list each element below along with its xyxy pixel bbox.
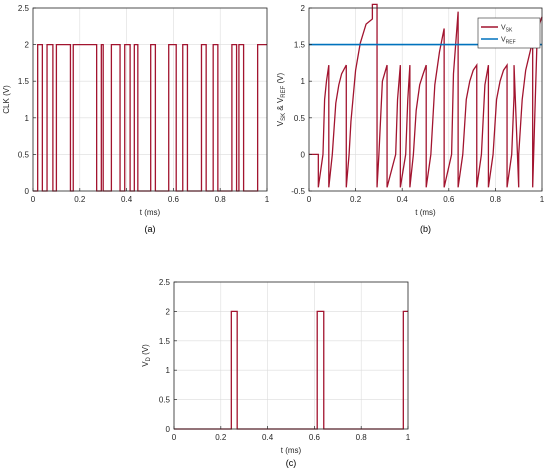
chart-caption: (a) bbox=[145, 224, 156, 234]
plot-area bbox=[33, 8, 267, 191]
x-axis-label: t (ms) bbox=[281, 446, 302, 455]
x-tick-label: 1 bbox=[406, 433, 411, 442]
legend: VSK VREF bbox=[477, 17, 541, 49]
x-tick-label: 0.6 bbox=[168, 195, 180, 204]
y-tick-label: 1 bbox=[166, 366, 171, 375]
x-tick-label: 0.6 bbox=[443, 195, 455, 204]
y-tick-label: 1 bbox=[25, 114, 30, 123]
axes-frame bbox=[32, 7, 268, 192]
x-tick-label: 0.6 bbox=[309, 433, 321, 442]
y-tick-label: 0 bbox=[301, 150, 306, 159]
y-tick-label: 0.5 bbox=[294, 114, 306, 123]
x-tick-label: 0 bbox=[307, 195, 312, 204]
chart-2: 0 0.2 0.4 0.6 0.8 1-0.500.511.52t (ms)VSK & V… bbox=[276, 3, 545, 234]
y-tick-label: 2 bbox=[301, 4, 306, 13]
y-tick-label: 1.5 bbox=[294, 41, 306, 50]
chart-caption: (b) bbox=[420, 224, 431, 234]
x-tick-label: 0 bbox=[172, 433, 177, 442]
y-tick-label: 0.5 bbox=[159, 396, 171, 405]
chart-1: 0 0.2 0.4 0.6 0.8 1 0 0.5 1 1.5 2 2.5 t (ms) CLK (V) (… bbox=[2, 4, 270, 234]
legend-box bbox=[477, 17, 541, 49]
x-tick-label: 0.2 bbox=[215, 433, 227, 442]
y-tick-label: 1.5 bbox=[159, 337, 171, 346]
x-axis-label: t (ms) bbox=[140, 208, 161, 217]
x-tick-label: 0 bbox=[31, 195, 36, 204]
plot-area bbox=[174, 282, 408, 429]
y-tick-label: -0.5 bbox=[291, 187, 305, 196]
y-tick-label: 2 bbox=[25, 41, 30, 50]
x-tick-label: 0.4 bbox=[121, 195, 133, 204]
axes-frame bbox=[173, 281, 409, 430]
series-line-1 bbox=[309, 3, 543, 188]
y-tick-label: 1 bbox=[301, 77, 306, 86]
legend-entry-1: VSK bbox=[501, 25, 513, 34]
x-tick-label: 1 bbox=[540, 195, 545, 204]
y-tick-label: 1.5 bbox=[18, 77, 30, 86]
y-tick-label: 2.5 bbox=[159, 278, 171, 287]
x-axis-label: t (ms) bbox=[415, 208, 436, 217]
y-tick-label: 2.5 bbox=[18, 4, 30, 13]
x-tick-label: 1 bbox=[265, 195, 270, 204]
y-axis-label: CLK (V) bbox=[2, 85, 11, 114]
legend-entry-2: VREF bbox=[501, 37, 516, 46]
y-axis-label: VD (V) bbox=[141, 344, 152, 367]
x-tick-label: 0.2 bbox=[350, 195, 362, 204]
x-tick-label: 0.8 bbox=[490, 195, 502, 204]
x-tick-label: 0.4 bbox=[262, 433, 274, 442]
y-tick-label: 2 bbox=[166, 307, 171, 316]
y-tick-label: 0.5 bbox=[18, 150, 30, 159]
axes-frame bbox=[308, 7, 543, 192]
chart-3: 0 0.2 0.4 0.6 0.8 1 0 0.5 1 1.5 2 2.5 t (ms) VD (V) (c… bbox=[141, 278, 411, 468]
y-tick-label: 0 bbox=[166, 425, 171, 434]
x-tick-label: 0.8 bbox=[215, 195, 227, 204]
x-tick-label: 0.4 bbox=[397, 195, 409, 204]
x-tick-label: 0.2 bbox=[74, 195, 86, 204]
x-tick-label: 0.8 bbox=[356, 433, 368, 442]
chart-caption: (c) bbox=[286, 458, 297, 468]
y-tick-label: 0 bbox=[25, 187, 30, 196]
y-axis-label: VSK & VREF (V) bbox=[276, 72, 287, 126]
